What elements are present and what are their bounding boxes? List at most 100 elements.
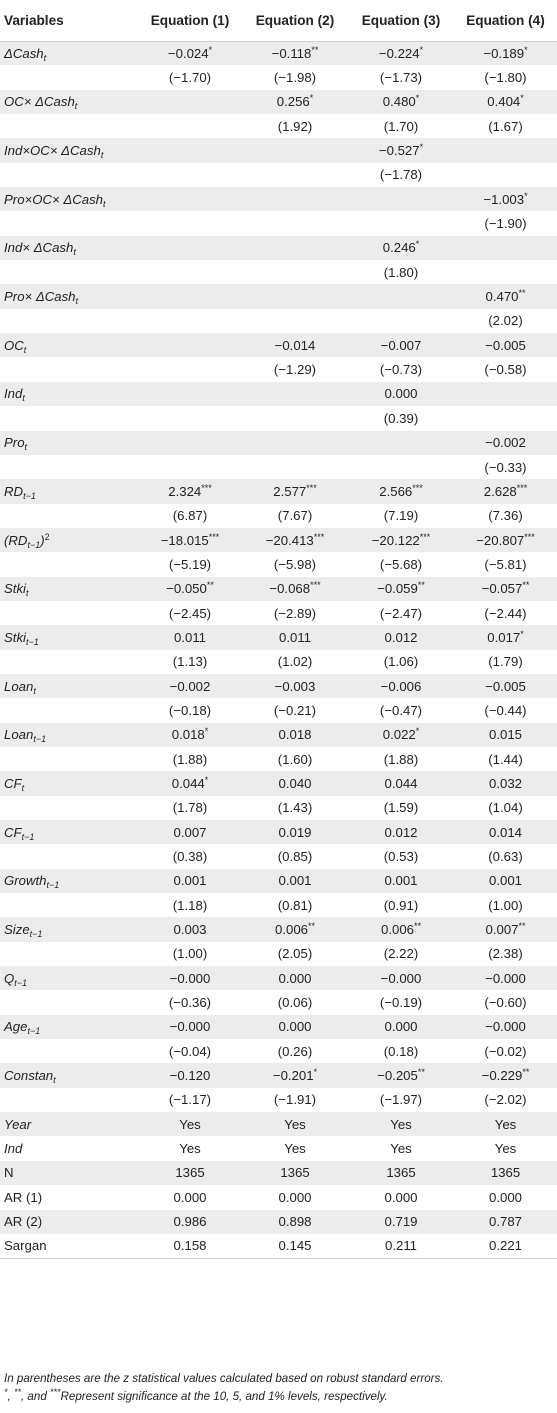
cell-equation-3: 0.000	[348, 1185, 454, 1209]
cell-equation-1: Yes	[138, 1112, 242, 1136]
significance-marker: *	[520, 93, 524, 104]
table-row: (RDt−1)2 −18.015*** −20.413*** −20.122*** −2…	[0, 527, 557, 553]
cell-equation-2: Yes	[242, 1112, 348, 1136]
cell-value: 0.001	[488, 873, 522, 889]
row-label	[0, 650, 138, 674]
variable-subscript: t	[43, 52, 47, 63]
variable-name: Size	[4, 922, 30, 938]
significance-marker: **	[518, 921, 526, 932]
cell-value: Yes	[284, 1116, 306, 1132]
row-label	[0, 1039, 138, 1063]
cell-equation-3: 0.719	[348, 1210, 454, 1234]
cell-value: (2.05)	[277, 946, 313, 962]
cell-value: (−0.21)	[273, 702, 317, 718]
cell-value: 1365	[280, 1165, 310, 1181]
cell-value: −0.118	[271, 45, 312, 61]
variable-name: Year	[4, 1116, 32, 1132]
variable-name: Ind	[4, 1141, 23, 1157]
cell-value: 0.000	[278, 1189, 312, 1205]
significance-marker: **	[522, 580, 530, 591]
cell-value: (−0.58)	[484, 362, 527, 378]
significance-marker: ***	[419, 531, 431, 542]
cell-equation-1: −0.000	[138, 966, 242, 990]
cell-equation-3: (−2.47)	[348, 601, 454, 625]
cell-value: 0.012	[384, 824, 418, 840]
cell-equation-4: 1365	[454, 1161, 557, 1185]
cell-equation-3: −0.007	[348, 333, 454, 357]
cell-equation-3	[348, 455, 454, 479]
cell-equation-2	[242, 382, 348, 406]
cell-value: (1.18)	[172, 897, 208, 913]
cell-equation-2: (1.92)	[242, 114, 348, 138]
cell-value: −0.224	[378, 45, 420, 61]
cell-equation-3: (0.39)	[348, 406, 454, 430]
cell-equation-4: −0.229**	[454, 1063, 557, 1087]
significance-marker: ***	[201, 482, 212, 493]
cell-value: (−1.90)	[484, 216, 527, 232]
cell-equation-1: −0.024*	[138, 41, 242, 65]
cell-value: −0.201	[272, 1068, 314, 1084]
cell-equation-3: (−0.47)	[348, 698, 454, 722]
cell-equation-1: 0.986	[138, 1210, 242, 1234]
cell-value: 0.221	[488, 1238, 522, 1254]
cell-value: (1.59)	[383, 800, 419, 816]
footnote-line-2: *, **, and ***Represent significance at …	[4, 1388, 554, 1406]
cell-equation-3: (1.70)	[348, 114, 454, 138]
variable-subscript: t	[33, 685, 36, 696]
cell-value: −0.014	[274, 337, 316, 353]
cell-equation-3: (2.22)	[348, 942, 454, 966]
footnote-symbol-3: ***	[50, 1387, 61, 1397]
variable-exponent: 2	[44, 531, 50, 542]
cell-value: 0.145	[278, 1238, 312, 1254]
cell-value: (7.36)	[488, 508, 523, 524]
significance-marker: *	[415, 93, 420, 104]
cell-equation-4: (2.38)	[454, 942, 557, 966]
cell-equation-2: 0.018	[242, 723, 348, 747]
significance-marker: *	[204, 774, 209, 785]
cell-equation-1	[138, 236, 242, 260]
cell-equation-4: −20.807***	[454, 528, 557, 552]
cell-equation-3: (−1.73)	[348, 65, 454, 89]
cell-value: 0.986	[173, 1214, 207, 1230]
cell-equation-1	[138, 211, 242, 235]
cell-value: 0.480	[382, 94, 416, 110]
cell-value: (−5.98)	[273, 556, 317, 572]
table-row: Stkit−1 0.011 0.011 0.012 0.017*	[0, 625, 557, 650]
row-label: Pro× ΔCasht	[0, 284, 138, 308]
variable-name: Loan	[4, 678, 34, 694]
header-equation-1: Equation (1)	[138, 0, 242, 42]
cell-equation-2	[242, 455, 348, 479]
significance-marker: **	[417, 580, 425, 591]
variable-name: Constan	[4, 1068, 54, 1084]
variable-name: Ind	[4, 386, 23, 402]
table-row: Growtht−1 0.001 0.001 0.001 0.001	[0, 868, 557, 894]
cell-equation-1	[138, 284, 242, 308]
significance-marker: **	[308, 921, 316, 932]
cell-value: (0.85)	[277, 849, 313, 865]
cell-value: (−0.44)	[484, 702, 527, 718]
cell-equation-2: Yes	[242, 1136, 348, 1160]
cell-equation-2: (1.60)	[242, 747, 348, 771]
cell-equation-1	[138, 187, 242, 211]
table-row: Ind× ΔCasht 0.246*	[0, 235, 557, 261]
cell-value: (−2.89)	[273, 605, 317, 621]
cell-value: −0.059	[377, 581, 418, 597]
variable-subscript: t−1	[27, 1026, 41, 1037]
cell-equation-1: 1365	[138, 1161, 242, 1185]
row-label: Sizet−1	[0, 917, 138, 941]
cell-value: (7.19)	[383, 508, 419, 524]
cell-value: (2.02)	[488, 313, 523, 329]
row-label: (RDt−1)2	[0, 528, 138, 552]
cell-value: −0.000	[380, 970, 422, 986]
cell-value: (−1.78)	[379, 167, 423, 183]
cell-value: −0.000	[169, 970, 211, 986]
table-row: CFt−1 0.007 0.019 0.012 0.014	[0, 820, 557, 845]
table-row: (−0.33)	[0, 455, 557, 479]
table-row: Qt−1 −0.000 0.000 −0.000 −0.000	[0, 966, 557, 991]
cell-value: −0.000	[169, 1019, 211, 1035]
cell-value: 0.015	[488, 727, 522, 743]
table-row: (1.78) (1.43) (1.59) (1.04)	[0, 796, 557, 820]
cell-equation-3: (1.06)	[348, 650, 454, 674]
cell-equation-3: −0.000	[348, 966, 454, 990]
cell-equation-2	[242, 431, 348, 455]
